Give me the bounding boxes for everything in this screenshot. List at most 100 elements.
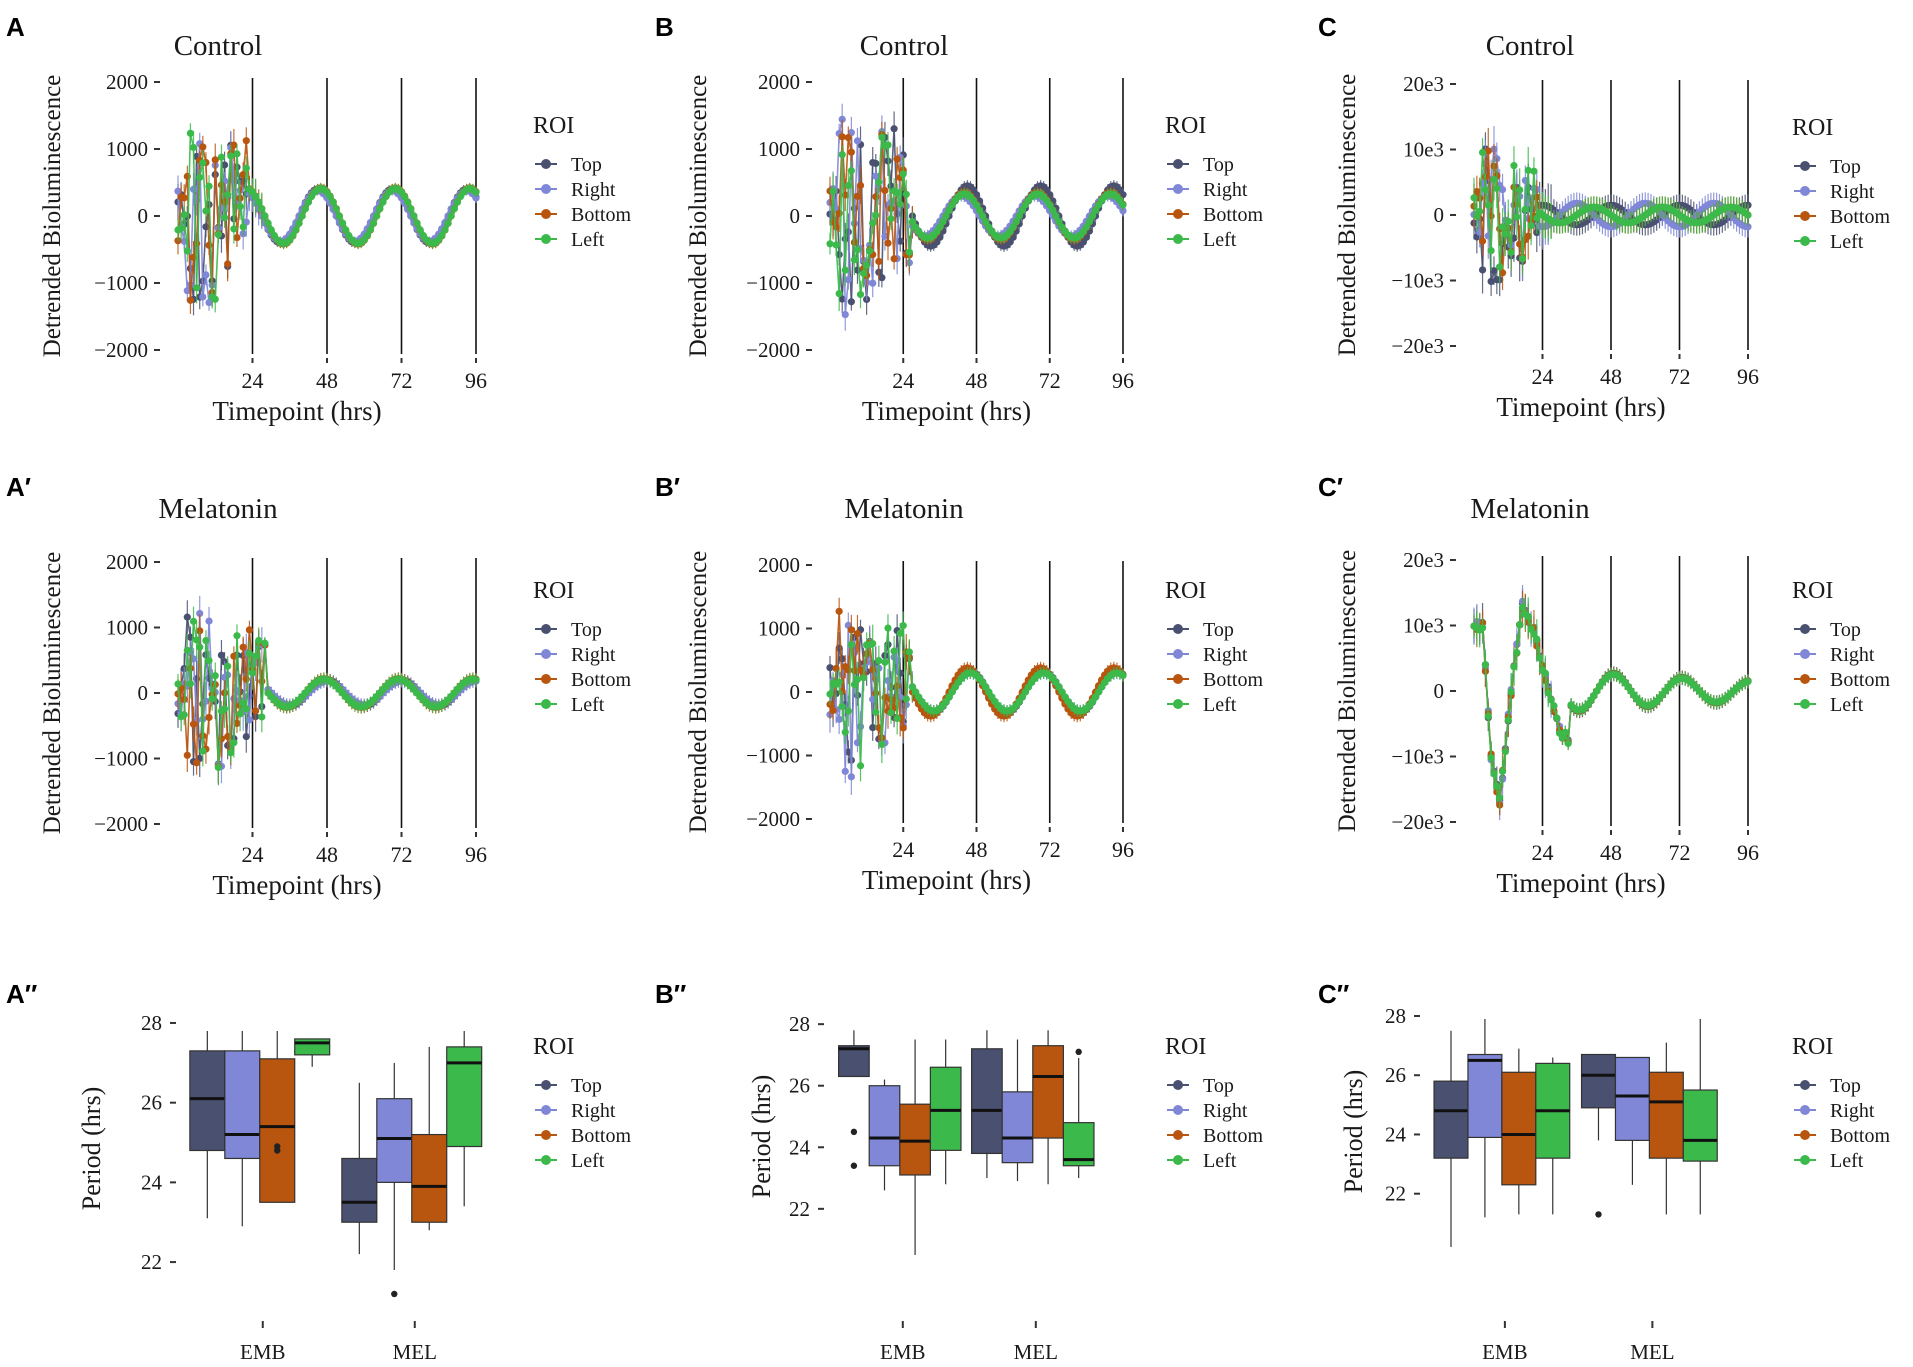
data-point: [264, 219, 272, 227]
data-point: [1052, 212, 1060, 220]
data-point: [1015, 212, 1023, 220]
data-point: [869, 666, 877, 674]
x-tick-label: 72: [391, 368, 413, 393]
x-tick-label: 72: [391, 842, 413, 867]
box-body: [259, 1058, 296, 1203]
data-point: [258, 677, 266, 685]
data-point: [832, 241, 840, 249]
data-point: [217, 153, 226, 161]
data-point: [1119, 207, 1127, 215]
data-point: [180, 711, 188, 719]
legend-swatch-left: [1800, 699, 1810, 709]
x-tick-label: 96: [465, 368, 487, 393]
legend-swatch-bottom: [1800, 674, 1810, 684]
x-axis-label: Timepoint (hrs): [1496, 392, 1665, 422]
data-point: [301, 205, 309, 213]
data-point: [1521, 205, 1529, 213]
data-point: [438, 231, 446, 240]
series-left: [174, 123, 480, 313]
chart-title: Melatonin: [844, 493, 964, 525]
y-tick-label: 1000: [758, 617, 800, 641]
data-point: [267, 226, 275, 234]
data-point: [1524, 232, 1532, 240]
data-point: [326, 192, 334, 201]
data-point: [1507, 248, 1515, 256]
data-point: [233, 234, 241, 242]
legend-swatch-right: [1800, 649, 1810, 659]
data-point: [245, 626, 253, 634]
y-tick-label: 2000: [758, 70, 800, 94]
data-point: [186, 296, 195, 304]
data-point: [878, 274, 886, 282]
data-point: [1501, 747, 1509, 756]
data-point: [205, 182, 213, 190]
x-tick-label: 48: [316, 842, 338, 867]
y-tick-label: 0: [138, 204, 149, 228]
box-mel-top: [341, 1082, 378, 1255]
panel-label: A′: [6, 472, 31, 502]
data-point: [847, 298, 855, 306]
x-tick-label: 24: [242, 842, 264, 867]
data-point: [884, 141, 892, 149]
data-point: [1744, 211, 1752, 219]
data-point: [410, 212, 418, 220]
x-tick-label: 72: [1669, 840, 1691, 865]
series-left: [826, 611, 1127, 782]
data-point: [183, 287, 191, 295]
data-point: [835, 289, 843, 298]
data-point: [887, 215, 895, 223]
data-point: [401, 192, 409, 201]
data-point: [1530, 167, 1538, 175]
chart-title: Control: [860, 30, 949, 62]
data-point: [1484, 201, 1492, 209]
data-point: [847, 641, 855, 649]
legend-swatch-right: [1173, 184, 1183, 194]
data-point: [1009, 223, 1017, 231]
data-point: [196, 627, 204, 635]
chart-panel-2: C Control −20e3 −10e3 0 10e3 20e3 24 48 72 96 Timep…: [1318, 12, 1890, 422]
x-tick-label: 96: [1112, 368, 1134, 393]
data-point: [844, 133, 852, 142]
data-point: [214, 231, 222, 239]
data-point: [1049, 206, 1057, 214]
data-point: [180, 194, 188, 202]
y-axis-label: Detrended Bioluminescence: [1334, 550, 1361, 833]
y-tick-label: −1000: [746, 744, 800, 768]
data-point: [205, 617, 213, 625]
data-point: [1510, 663, 1518, 671]
legend-swatch-left: [1173, 234, 1183, 244]
panel-label: B′: [655, 472, 680, 502]
x-tick-label: 24: [1532, 840, 1554, 865]
data-point: [186, 680, 195, 688]
data-point: [304, 198, 312, 206]
data-point: [853, 246, 862, 254]
box-mel-right: [376, 1062, 413, 1298]
y-tick-label: −2000: [94, 812, 148, 836]
data-point: [869, 219, 877, 227]
legend-label-right: Right: [1830, 181, 1875, 203]
data-point: [902, 695, 910, 703]
data-point: [453, 198, 461, 206]
legend-swatch-left: [1173, 699, 1183, 709]
data-point: [1476, 207, 1484, 215]
data-point: [826, 240, 834, 248]
data-point: [230, 739, 238, 747]
data-point: [1504, 716, 1512, 724]
panel-label: C: [1318, 12, 1337, 42]
data-point: [1481, 661, 1490, 669]
series-left: [174, 606, 480, 786]
data-point: [217, 651, 226, 659]
data-point: [227, 749, 235, 757]
x-axis-label: Timepoint (hrs): [212, 396, 381, 426]
data-point: [859, 674, 868, 682]
data-point: [841, 767, 849, 775]
data-point: [826, 690, 834, 698]
data-point: [224, 191, 232, 199]
legend-label-top: Top: [571, 619, 602, 641]
legend-title: ROI: [1792, 115, 1833, 141]
y-tick-label: 26: [141, 1091, 162, 1115]
data-point: [174, 680, 182, 688]
data-point: [1496, 263, 1504, 271]
chart-panel-5: C′ Melatonin −20e3 −10e3 0 10e3 20e3 24 48 72 96 Ti…: [1318, 472, 1890, 898]
data-point: [248, 669, 257, 677]
